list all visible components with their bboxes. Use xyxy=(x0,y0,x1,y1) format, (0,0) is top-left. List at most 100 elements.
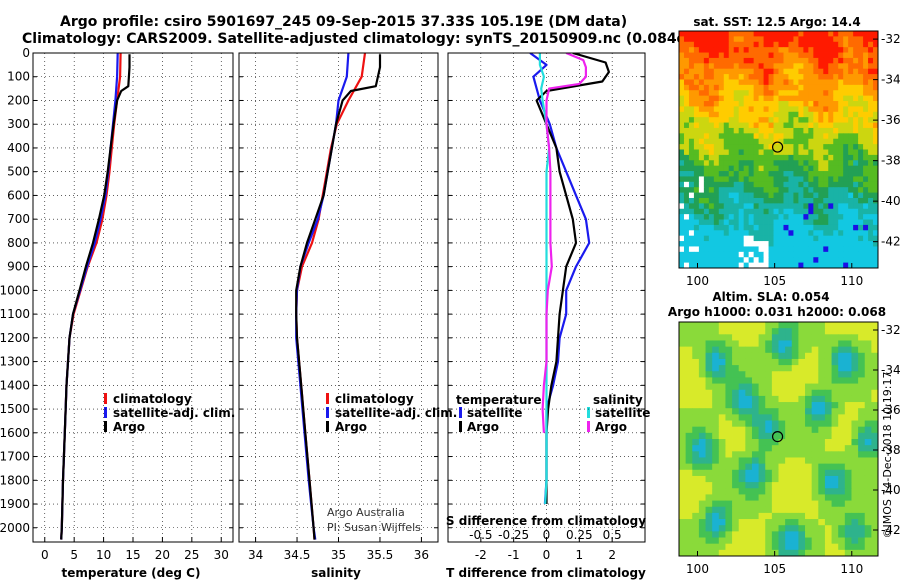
map-cell xyxy=(788,117,794,123)
map-cell xyxy=(808,41,814,48)
map-cell xyxy=(858,257,864,264)
map-cell xyxy=(693,52,700,59)
series-line-s-satellite xyxy=(538,53,551,505)
map-cell xyxy=(793,41,799,48)
map-cell xyxy=(798,133,804,140)
map-cell xyxy=(753,117,760,123)
map-cell xyxy=(763,138,769,145)
map-cell xyxy=(848,224,854,231)
map-cell xyxy=(693,47,700,53)
map-cells xyxy=(679,322,879,557)
map-cell xyxy=(685,352,693,360)
map-cell xyxy=(688,197,695,204)
map-cell xyxy=(725,549,733,557)
map-cell xyxy=(818,414,826,421)
map-cell xyxy=(798,230,804,237)
map-cell xyxy=(798,101,804,107)
map-cell xyxy=(853,101,859,107)
map-cell xyxy=(793,63,799,70)
map-cell xyxy=(828,95,834,102)
map-cell xyxy=(798,463,806,471)
map-cell xyxy=(803,246,809,253)
map-cell xyxy=(728,203,735,210)
map-cell xyxy=(679,68,685,75)
map-cell xyxy=(848,101,854,107)
map-cell xyxy=(732,482,740,489)
map-cell xyxy=(803,197,809,204)
map-cell xyxy=(778,192,784,199)
map-cell xyxy=(748,235,755,242)
map-cell xyxy=(778,106,784,113)
map-cell xyxy=(748,224,755,231)
map-cell xyxy=(713,133,720,140)
map-cell xyxy=(824,352,832,360)
map-cell xyxy=(785,365,793,372)
map-cell xyxy=(818,149,824,156)
map-cell xyxy=(718,383,726,391)
map-cell xyxy=(848,181,854,188)
map-cell xyxy=(738,451,746,458)
map-cell xyxy=(748,192,755,199)
map-cell xyxy=(738,494,746,501)
map-cell xyxy=(738,90,745,97)
map-cell xyxy=(805,334,813,341)
map-cell xyxy=(864,389,872,397)
map-cell xyxy=(851,383,859,391)
map-cell xyxy=(712,537,720,545)
map-cell xyxy=(798,122,804,129)
map-cell xyxy=(698,138,705,145)
map-cell xyxy=(871,352,879,360)
map-cell xyxy=(818,457,826,465)
map-cell xyxy=(793,224,799,231)
map-cell xyxy=(683,219,690,226)
map-cell xyxy=(753,122,760,129)
map-cell xyxy=(823,47,829,53)
map-cell xyxy=(831,451,839,458)
map-cell xyxy=(688,101,695,107)
map-cell xyxy=(693,230,700,237)
map-cell xyxy=(791,543,799,551)
map-cell xyxy=(748,57,755,64)
map-cell xyxy=(745,358,753,366)
map-cell xyxy=(843,246,849,253)
map-cell xyxy=(708,52,715,59)
map-cell xyxy=(853,47,859,53)
series-layer xyxy=(529,53,611,505)
map-cell xyxy=(738,334,746,341)
legend-satellite-label: satellite-adj. clim. xyxy=(113,406,235,420)
map-cell xyxy=(813,68,819,75)
map-cell xyxy=(838,389,846,397)
map-cell xyxy=(713,149,720,156)
map-cell xyxy=(703,246,710,253)
map-cell xyxy=(712,512,720,520)
map-cell xyxy=(732,402,740,409)
map-cell xyxy=(698,79,705,86)
map-cell xyxy=(723,192,730,199)
map-cell xyxy=(751,420,759,428)
map-cell xyxy=(713,187,720,193)
map-cell xyxy=(788,224,794,231)
map-cell xyxy=(698,445,706,452)
map-cell xyxy=(828,203,834,210)
map-cell xyxy=(705,469,713,477)
map-cell xyxy=(778,127,784,134)
map-cell xyxy=(851,377,859,384)
map-cell xyxy=(863,224,869,231)
map-cell xyxy=(718,352,726,360)
map-cell xyxy=(863,181,869,188)
map-cell xyxy=(798,127,804,134)
map-cell xyxy=(758,334,766,341)
map-cell xyxy=(858,52,864,59)
map-cell xyxy=(698,408,706,415)
map-cell xyxy=(748,79,755,86)
map-cell xyxy=(858,395,866,403)
map-cell xyxy=(811,322,819,329)
map-cell xyxy=(818,106,824,113)
map-cell xyxy=(758,432,766,440)
map-cell xyxy=(868,52,874,59)
map-cell xyxy=(838,531,846,538)
map-cell xyxy=(778,251,784,258)
map-cell xyxy=(808,241,814,247)
map-cell xyxy=(864,531,872,538)
map-cell xyxy=(725,383,733,391)
